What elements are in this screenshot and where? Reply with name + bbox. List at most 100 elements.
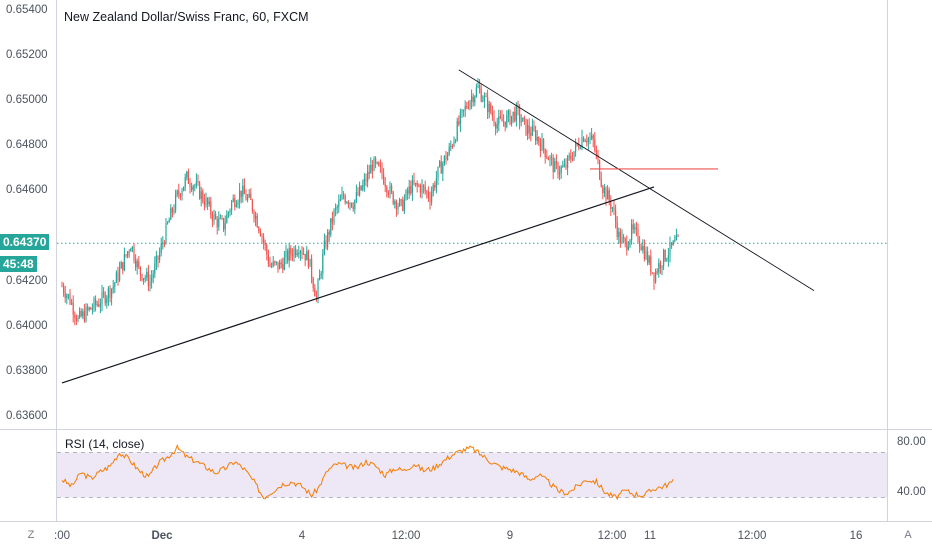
candle-body [315,296,317,298]
candle-body [578,144,580,149]
candle-body [488,103,490,113]
candle-body [600,178,602,187]
candle-body [477,85,479,88]
candle-body [551,157,553,159]
candle-body [80,310,82,317]
candle-body [250,193,252,200]
candle-body [264,242,266,246]
candle-body [434,185,436,188]
candle-body [375,158,377,163]
candle-body [479,85,481,89]
candle-body [485,96,487,98]
candle-body [349,203,351,205]
candle-body [69,294,71,304]
candle-body [674,240,676,242]
candle-body [539,142,541,151]
candle-body [67,294,69,296]
price-chart[interactable] [57,0,887,428]
candle-body [605,187,607,200]
candle-body [504,121,506,127]
candle-body [541,139,543,151]
candle-body [203,201,205,206]
candle-body [635,227,637,229]
symbol-title[interactable]: New Zealand Dollar/Swiss Franc, 60, FXCM [64,10,309,24]
candle-body [525,118,527,135]
candle-body [389,185,391,195]
candle-body [130,249,132,252]
candle-body [639,241,641,247]
candle-body [458,121,460,125]
candle-body [637,228,639,242]
candle-body [179,194,181,197]
candle-body [96,304,98,306]
candle-body [291,254,293,257]
candle-body [219,217,221,219]
candle-body [658,263,660,273]
candle-body [227,212,229,215]
candle-body [240,190,242,197]
candle-body [255,215,257,219]
candle-body [256,215,258,228]
candle-body [167,222,169,224]
candle-body [293,248,295,257]
candle-body [221,217,223,219]
candle-body [135,260,137,268]
candle-body [287,250,289,261]
candle-body [669,242,671,256]
candle-body [443,155,445,164]
timezone-button[interactable]: Z [27,529,35,541]
candle-body [387,192,389,195]
candle-body [608,190,610,201]
candle-body [202,191,204,202]
candle-body [653,272,655,283]
time-tick: 16 [849,530,863,542]
candle-body [523,117,525,119]
candlestick-series [61,78,679,326]
candle-body [386,186,388,193]
candle-body [304,253,306,261]
resistance-trendline[interactable] [458,69,815,291]
candle-body [607,190,609,200]
candle-body [211,214,213,221]
candle-body [152,273,154,278]
candle-body [442,163,444,174]
candle-body [611,207,613,209]
candle-body [643,246,645,260]
candle-body [586,141,588,143]
candle-body [151,277,153,282]
trendline-drawings[interactable] [61,69,815,384]
candle-body [88,307,90,310]
candle-body [239,190,241,202]
candle-body [403,199,405,211]
candle-body [224,223,226,230]
candle-body [279,262,281,270]
candle-body [515,105,517,121]
candle-body [666,259,668,261]
candle-body [237,201,239,205]
candle-body [439,161,441,167]
candle-body [178,190,180,195]
candle-body [216,219,218,228]
candle-body [83,311,85,321]
candle-body [181,190,183,197]
candle-body [301,251,303,255]
candle-body [77,317,79,321]
candle-body [309,258,311,267]
rsi-panel[interactable] [57,430,887,520]
candle-body [243,185,245,195]
candle-body [311,258,313,279]
candle-body [447,154,449,161]
candle-body [114,282,116,287]
candle-body [71,302,73,304]
candle-body [595,149,597,154]
support-trendline[interactable] [61,186,655,384]
candle-body [555,161,557,164]
candle-body [215,213,217,220]
candle-body [632,224,634,230]
time-tick: Dec [151,530,173,542]
auto-scale-button[interactable]: A [904,529,912,541]
rsi-title[interactable]: RSI (14, close) [65,437,145,451]
candle-body [171,208,173,213]
candle-body [208,201,210,205]
candle-body [391,185,393,192]
